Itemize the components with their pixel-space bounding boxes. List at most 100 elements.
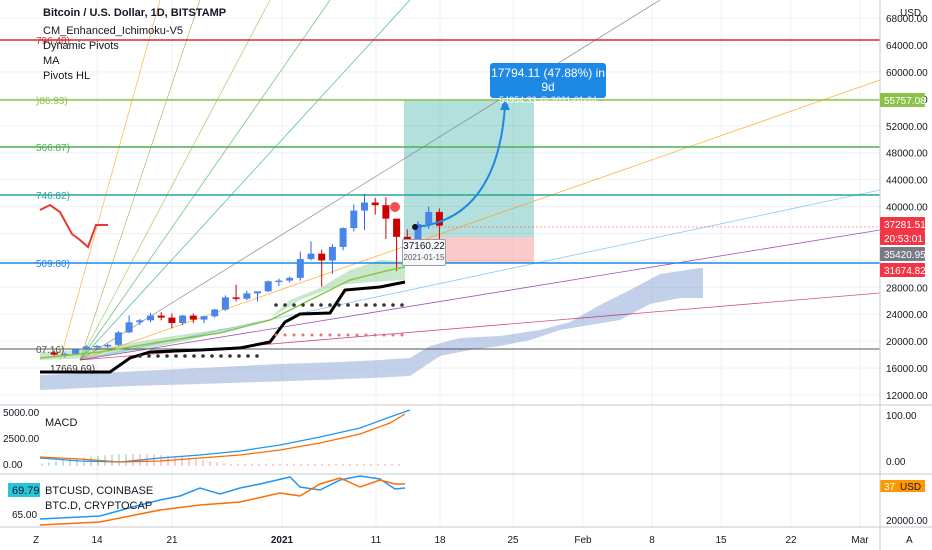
indicator-ichimoku[interactable]: CM_Enhanced_Ichimoku-V5 xyxy=(43,25,183,37)
price-label: 37160.22 2021-01-15 xyxy=(402,239,446,266)
candle-body xyxy=(221,297,229,310)
time-tick-label: 25 xyxy=(507,535,519,546)
pivot-dot xyxy=(274,333,278,337)
candle-body xyxy=(157,315,165,318)
price-badge-label: 55757.08 xyxy=(884,96,926,107)
pivot-dot xyxy=(328,333,332,337)
btcd-series-label: BTC.D, CRYPTOCAP xyxy=(45,500,152,512)
pivot-dot xyxy=(192,354,196,358)
candle-body xyxy=(414,224,422,247)
time-axis-corner-right[interactable]: A xyxy=(906,535,913,546)
time-tick-label: 22 xyxy=(785,535,797,546)
ma-line xyxy=(39,203,108,249)
price-badges: 55757.08 37281.51 20:53:01 35420.95 31674.82 xyxy=(880,93,926,277)
pivot-dot xyxy=(283,333,287,337)
macd-left-tick: 5000.00 xyxy=(3,408,40,419)
time-tick-label: Feb xyxy=(574,535,592,546)
price-tick-label: 48000.00 xyxy=(886,149,928,160)
price-badge xyxy=(880,247,925,261)
btcusd-line xyxy=(39,475,406,520)
pivot-dot xyxy=(292,333,296,337)
pivot-dot xyxy=(328,303,332,307)
time-axis-ticks: 14 21 2021 11 18 25 Feb 8 15 22 Mar xyxy=(91,535,869,546)
candle-body xyxy=(243,293,251,299)
time-tick-label: 14 xyxy=(91,535,103,546)
dominance-left-tick: 65.00 xyxy=(12,510,37,521)
pivot-dot xyxy=(138,354,142,358)
projection-target: 54954.33 @ 2021-01-24 xyxy=(499,95,597,105)
fan-line xyxy=(79,229,881,361)
pivot-dot xyxy=(319,303,323,307)
candle-body xyxy=(200,316,208,320)
btcusd-series-label: BTCUSD, COINBASE xyxy=(45,485,153,497)
dominance-right-unit: USD xyxy=(900,482,921,493)
currency-label[interactable]: USD xyxy=(900,8,921,19)
macd-line xyxy=(39,409,411,463)
pivot-dot xyxy=(310,333,314,337)
candle-body xyxy=(264,281,272,292)
macd-left-tick: 2500.00 xyxy=(3,434,40,445)
fan-line xyxy=(79,0,271,361)
pivot-dot xyxy=(355,303,359,307)
fan-line xyxy=(79,189,881,361)
pivot-dot xyxy=(301,333,305,337)
candle-body xyxy=(82,346,90,350)
pivot-dot xyxy=(364,333,368,337)
projection-arrow xyxy=(414,105,506,228)
pivot-dot xyxy=(156,354,160,358)
candle-body xyxy=(189,315,197,320)
pivot-dot xyxy=(274,303,278,307)
pivot-dot xyxy=(246,354,250,358)
time-tick-label: 18 xyxy=(434,535,446,546)
price-tick-label: 28000.00 xyxy=(886,283,928,294)
kijun-line xyxy=(40,280,406,374)
candle-body xyxy=(114,332,122,345)
candle-body xyxy=(425,211,433,225)
fan-line xyxy=(79,0,661,361)
time-axis-corner-left: Z xyxy=(33,535,39,546)
candle-body xyxy=(136,320,144,323)
price-tick-label: 16000.00 xyxy=(886,364,928,375)
projection-start-point xyxy=(412,224,418,230)
chart-title: Bitcoin / U.S. Dollar, 1D, BITSTAMP xyxy=(43,7,226,19)
projection-tooltip: 17794.11 (47.88%) in 9d 54954.33 @ 2021-… xyxy=(490,63,606,105)
price-tick-label: 12000.00 xyxy=(886,391,928,402)
pivot-dot xyxy=(292,303,296,307)
pivot-level-label: 796.48) xyxy=(36,36,70,47)
dominance-right-badge xyxy=(880,480,925,492)
pivot-dot xyxy=(183,354,187,358)
candle-body xyxy=(382,205,390,219)
pivot-dot xyxy=(400,333,404,337)
pivot-levels: 796.48))86.93) 566.87) 746.82) 509.80) 07.16… xyxy=(0,36,880,375)
candle-body xyxy=(286,277,294,281)
candle-body xyxy=(350,210,358,229)
pivot-dot xyxy=(391,333,395,337)
price-badge-label: 35420.95 xyxy=(884,250,926,261)
candle-body xyxy=(211,309,219,317)
price-badge xyxy=(880,231,925,245)
indicator-dynamic-pivots[interactable]: Dynamic Pivots xyxy=(43,40,119,52)
fan-line xyxy=(59,0,161,361)
pivot-dot xyxy=(283,303,287,307)
price-tick-label: 40000.00 xyxy=(886,203,928,214)
pivot-dot xyxy=(319,333,323,337)
pivot-level-label: )86.93) xyxy=(36,96,68,107)
projection-change: 17794.11 (47.88%) in 9d xyxy=(491,66,605,94)
indicator-ma[interactable]: MA xyxy=(43,55,60,67)
time-tick-label: Mar xyxy=(851,535,869,546)
macd-tick-label: 0.00 xyxy=(886,457,906,468)
candles xyxy=(50,193,443,358)
pivot-level-label: 07.16) xyxy=(36,345,64,356)
indicator-pivots-hl[interactable]: Pivots HL xyxy=(43,70,90,82)
candle-body xyxy=(361,202,368,211)
time-tick-label: 11 xyxy=(371,535,382,546)
price-tick-label: 68000.00 xyxy=(886,14,928,25)
price-tick-label: 20000.00 xyxy=(886,337,928,348)
pivot-dot xyxy=(382,333,386,337)
pivot-level-label: 566.87) xyxy=(36,143,70,154)
dominance-right-badge-label: 37 xyxy=(884,482,896,493)
price-badge-label: 20:53:01 xyxy=(884,234,923,245)
candle-body xyxy=(393,218,401,237)
price-badge-label: 31674.82 xyxy=(884,266,926,277)
